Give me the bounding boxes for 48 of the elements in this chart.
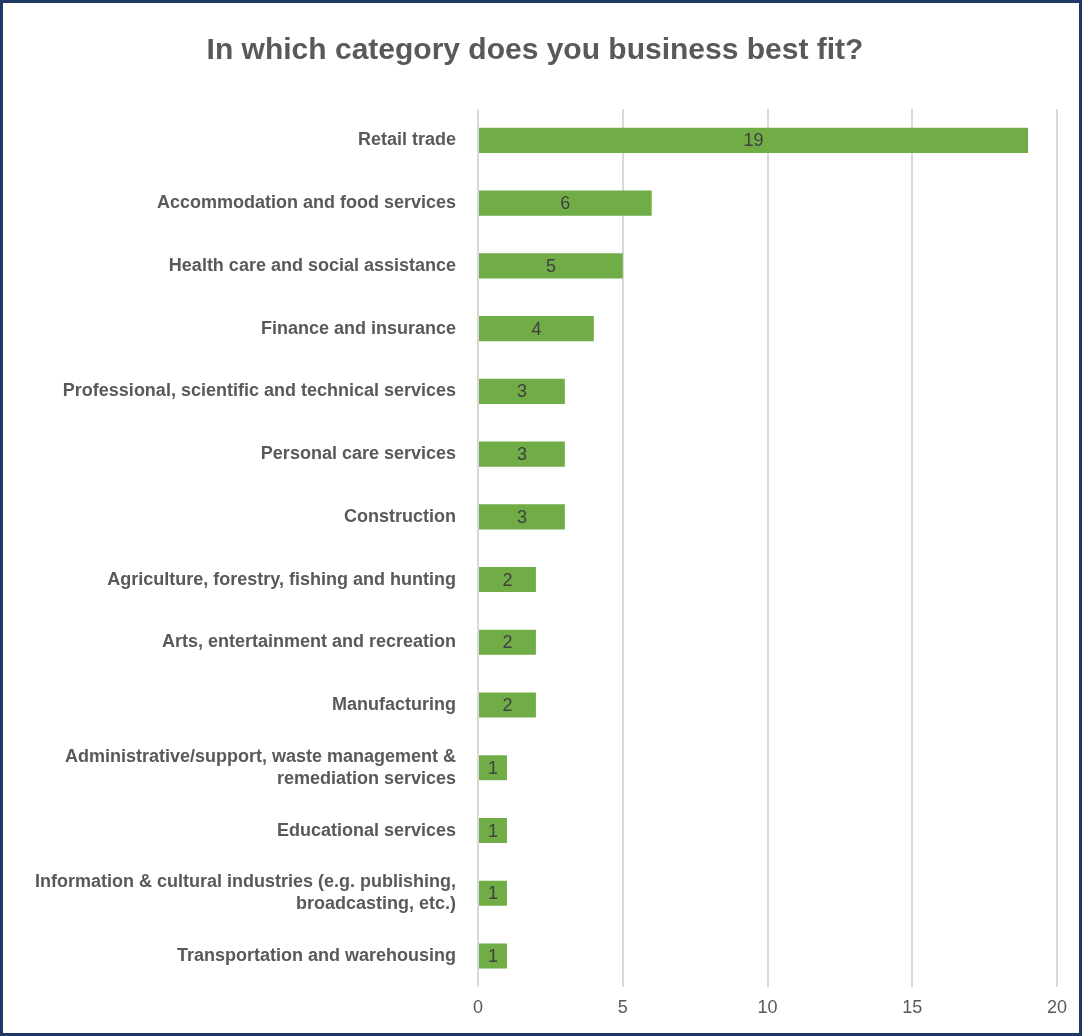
data-label: 2 (502, 632, 513, 653)
y-tick-label: Personal care services (260, 443, 457, 464)
bar (479, 629, 536, 655)
bar (479, 316, 594, 342)
x-tick-label: 10 (757, 997, 778, 1018)
x-tick-label: 0 (473, 997, 484, 1018)
bar (479, 441, 565, 467)
data-label: 3 (516, 506, 527, 527)
bar (479, 127, 1029, 153)
data-label: 1 (487, 820, 498, 841)
y-tick-label: Accommodation and food services (156, 192, 457, 213)
data-label: 19 (743, 130, 764, 151)
bar (479, 880, 507, 906)
chart-title: In which category does you business best fit? (206, 32, 864, 66)
y-tick-label: Educational services (276, 819, 457, 840)
y-tick-label: Administrative/support, waste management & remediation services (64, 745, 457, 788)
y-tick-label: Finance and insurance (260, 317, 457, 338)
y-tick-label: Retail trade (357, 129, 457, 150)
data-label: 1 (487, 946, 498, 966)
data-label: 2 (502, 569, 513, 590)
bar (479, 817, 507, 844)
data-label: 4 (531, 318, 542, 339)
data-label: 3 (516, 444, 527, 465)
bar (479, 755, 507, 781)
bar (479, 943, 507, 969)
x-tick-label: 15 (902, 997, 923, 1018)
x-tick-label: 20 (1046, 997, 1068, 1018)
bar (479, 253, 623, 279)
y-tick-label: Manufacturing (332, 694, 457, 715)
bar (479, 567, 536, 593)
data-label: 3 (516, 381, 527, 402)
y-tick-label: Transportation and warehousing (176, 945, 457, 965)
x-tick-label: 5 (617, 997, 628, 1018)
y-tick-label: Professional, scientific and technical services (62, 380, 457, 401)
y-tick-label: Health care and social assistance (168, 254, 457, 275)
bar (479, 504, 565, 530)
bar (479, 378, 565, 404)
bar (479, 190, 652, 216)
data-label: 5 (545, 255, 556, 276)
y-tick-label: Agriculture, forestry, fishing and hunting (107, 568, 457, 589)
y-tick-label: Construction (344, 505, 457, 526)
bar (479, 692, 536, 718)
y-tick-label: Arts, entertainment and recreation (161, 631, 457, 652)
y-tick-label: Information & cultural industries (e.g. publishing, broadcasting, etc.) (35, 871, 457, 914)
data-label: 6 (560, 193, 571, 214)
data-label: 1 (487, 757, 498, 778)
data-label: 1 (487, 883, 498, 904)
data-label: 2 (502, 695, 513, 716)
